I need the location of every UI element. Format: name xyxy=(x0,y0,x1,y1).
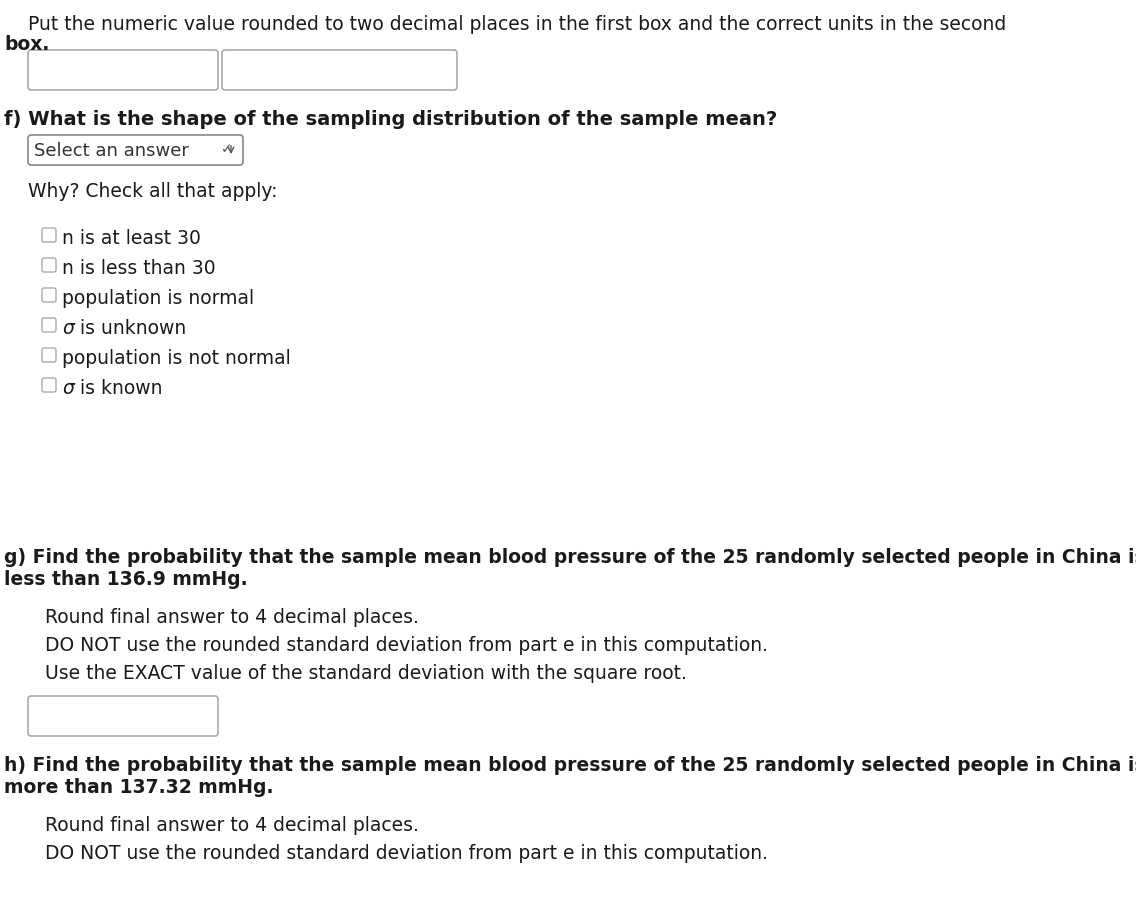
Text: is known: is known xyxy=(74,379,162,398)
FancyBboxPatch shape xyxy=(42,228,56,242)
Text: h) Find the probability that the sample mean blood pressure of the 25 randomly s: h) Find the probability that the sample … xyxy=(5,756,1136,775)
Text: Round final answer to 4 decimal places.: Round final answer to 4 decimal places. xyxy=(45,608,419,627)
Text: Round final answer to 4 decimal places.: Round final answer to 4 decimal places. xyxy=(45,816,419,835)
FancyBboxPatch shape xyxy=(28,135,243,165)
Text: f) What is the shape of the sampling distribution of the sample mean?: f) What is the shape of the sampling dis… xyxy=(5,110,777,129)
Text: g) Find the probability that the sample mean blood pressure of the 25 randomly s: g) Find the probability that the sample … xyxy=(5,548,1136,567)
Text: σ: σ xyxy=(62,379,74,398)
Text: box.: box. xyxy=(5,35,49,54)
FancyBboxPatch shape xyxy=(42,258,56,272)
FancyBboxPatch shape xyxy=(42,288,56,302)
Text: n is at least 30: n is at least 30 xyxy=(62,229,201,248)
Text: Put the numeric value rounded to two decimal places in the first box and the cor: Put the numeric value rounded to two dec… xyxy=(28,15,1006,34)
Text: ✓: ✓ xyxy=(222,142,233,156)
FancyBboxPatch shape xyxy=(222,50,457,90)
Text: DO NOT use the rounded standard deviation from part e in this computation.: DO NOT use the rounded standard deviatio… xyxy=(45,636,768,655)
Text: population is normal: population is normal xyxy=(62,289,254,308)
FancyBboxPatch shape xyxy=(42,318,56,332)
Text: DO NOT use the rounded standard deviation from part e in this computation.: DO NOT use the rounded standard deviatio… xyxy=(45,844,768,863)
Text: population is not normal: population is not normal xyxy=(62,349,291,368)
Text: less than 136.9 mmHg.: less than 136.9 mmHg. xyxy=(5,570,248,589)
Text: is unknown: is unknown xyxy=(74,319,186,338)
Text: σ: σ xyxy=(62,319,74,338)
Text: n is less than 30: n is less than 30 xyxy=(62,259,216,278)
FancyBboxPatch shape xyxy=(42,378,56,392)
Text: Select an answer: Select an answer xyxy=(34,142,189,160)
Text: Use the EXACT value of the standard deviation with the square root.: Use the EXACT value of the standard devi… xyxy=(45,664,687,683)
FancyBboxPatch shape xyxy=(42,348,56,362)
FancyBboxPatch shape xyxy=(28,50,218,90)
Text: more than 137.32 mmHg.: more than 137.32 mmHg. xyxy=(5,778,274,797)
Text: Why? Check all that apply:: Why? Check all that apply: xyxy=(28,182,277,201)
FancyBboxPatch shape xyxy=(28,696,218,736)
